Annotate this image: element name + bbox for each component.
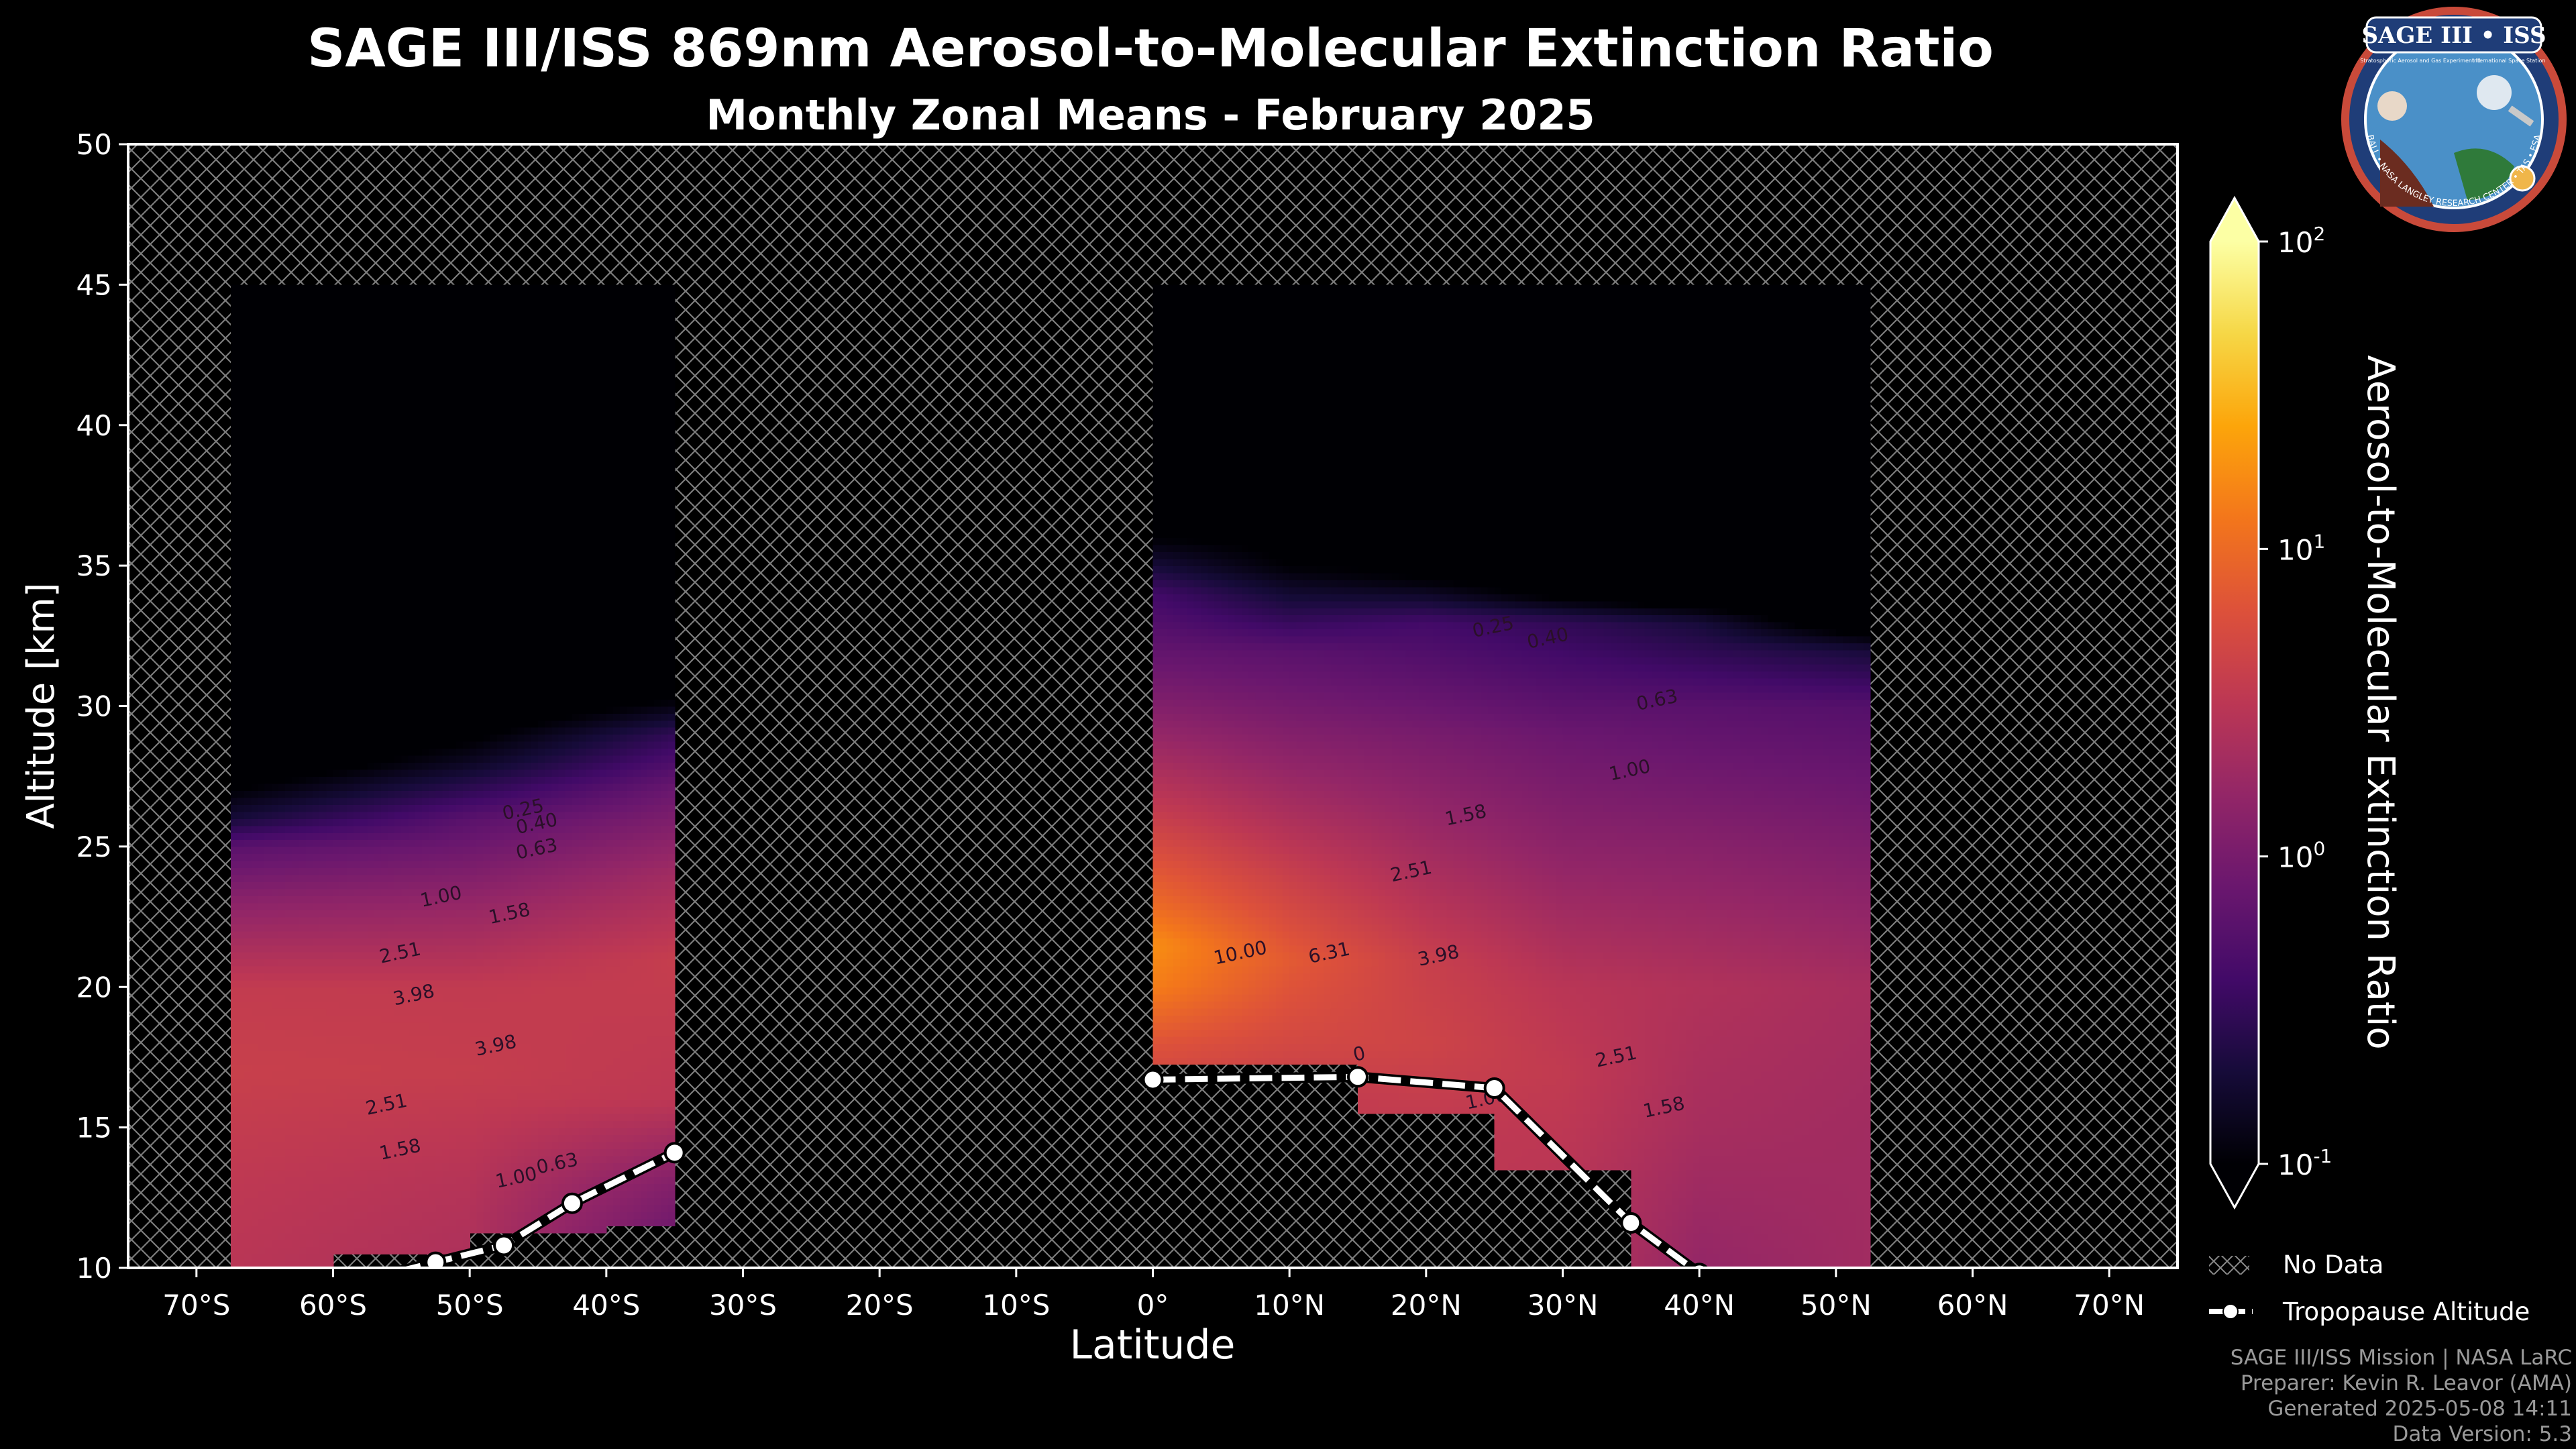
colorbar-extend-min [2210, 1164, 2259, 1208]
y-tick-label: 15 [76, 1112, 112, 1144]
colorbar-label: Aerosol-to-Molecular Extinction Ratio [2359, 355, 2402, 1049]
x-tick-label: 10°S [982, 1289, 1050, 1322]
colorbar-tick-base: 10 [2277, 533, 2313, 566]
x-tick-label: 70°N [2074, 1289, 2145, 1322]
x-tick-label: 20°N [1391, 1289, 1462, 1322]
colorbar-tick-exponent: 0 [2313, 838, 2325, 860]
x-tick-label: 10°N [1254, 1289, 1325, 1322]
y-axis: 10 15 20 25 30 35 40 45 50 [76, 128, 128, 1285]
tropopause-point [665, 1143, 684, 1162]
y-tick-label: 50 [76, 128, 112, 161]
x-tick-label: 20°S [846, 1289, 914, 1322]
x-tick-label: 70°S [162, 1289, 230, 1322]
sage-iii-iss-logo: SAGE III • ISS Stratospheric Aerosol and… [2340, 5, 2568, 233]
credit-line: Generated 2025-05-08 14:11 [2231, 1396, 2572, 1421]
x-tick-label: 50°S [436, 1289, 504, 1322]
colorbar-tick-exponent: 2 [2313, 223, 2325, 245]
x-axis: 70°S 60°S 50°S 40°S 30°S 20°S 10°S 0° 10°N 20°N 30… [162, 1268, 2145, 1322]
tropopause-point [1621, 1214, 1640, 1232]
colorbar-tick-label: 10-1 [2277, 1145, 2332, 1181]
colorbar-tick-base: 10 [2277, 1148, 2313, 1181]
legend-swatch-nodata [2209, 1256, 2249, 1275]
heatmap-region-southern [231, 284, 676, 1268]
x-tick-label: 60°N [1937, 1289, 2008, 1322]
colorbar-tick-base: 10 [2277, 226, 2313, 259]
x-tick-label: 50°N [1801, 1289, 1872, 1322]
y-tick-label: 10 [76, 1252, 112, 1285]
credit-line: Preparer: Kevin R. Leavor (AMA) [2231, 1371, 2572, 1396]
credit-line: SAGE III/ISS Mission | NASA LaRC [2231, 1345, 2572, 1371]
y-tick-label: 35 [76, 549, 112, 582]
colorbar-tick-exponent: 1 [2313, 530, 2325, 552]
y-tick-label: 20 [76, 971, 112, 1004]
legend-label-nodata: No Data [2283, 1250, 2383, 1279]
legend-label-tropopause: Tropopause Altitude [2282, 1297, 2530, 1326]
legend-marker-tropopause [2223, 1304, 2238, 1319]
logo-subtitle-left: Stratospheric Aerosol and Gas Experiment… [2360, 58, 2480, 64]
tropopause-point [494, 1236, 513, 1255]
x-tick-label: 40°S [572, 1289, 640, 1322]
colorbar-tick-label: 101 [2277, 530, 2325, 566]
tropopause-point [358, 1270, 376, 1289]
tropopause-point [563, 1194, 582, 1213]
colorbar-gradient [2210, 241, 2259, 1164]
colorbar-tick-label: 100 [2277, 838, 2325, 874]
tropopause-point [1485, 1079, 1504, 1097]
logo-subtitle-right: International Space Station [2473, 58, 2546, 64]
colorbar-tick-base: 10 [2277, 841, 2313, 874]
y-tick-label: 30 [76, 690, 112, 723]
x-tick-label: 40°N [1664, 1289, 1735, 1322]
y-tick-label: 40 [76, 409, 112, 442]
colorbar-extend-max [2210, 198, 2259, 241]
moon-icon [2477, 75, 2512, 110]
credits-block: SAGE III/ISS Mission | NASA LaRC Prepare… [2231, 1345, 2572, 1447]
colorbar-tick-exponent: -1 [2313, 1145, 2332, 1167]
tropopause-point [1348, 1067, 1367, 1086]
credit-line: Data Version: 5.3 [2231, 1421, 2572, 1447]
legend: No Data Tropopause Altitude [2209, 1250, 2530, 1326]
tropopause-point [1144, 1070, 1163, 1089]
x-tick-label: 30°S [709, 1289, 777, 1322]
y-tick-label: 25 [76, 830, 112, 863]
wizard-head-icon [2377, 91, 2407, 121]
y-axis-label: Altitude [km] [19, 582, 63, 828]
colorbar-tick-label: 102 [2277, 223, 2325, 259]
logo-title: SAGE III • ISS [2361, 22, 2546, 49]
x-tick-label: 30°N [1527, 1289, 1599, 1322]
y-tick-label: 45 [76, 268, 112, 301]
x-tick-label: 60°S [299, 1289, 367, 1322]
x-axis-label: Latitude [1070, 1322, 1236, 1368]
x-tick-label: 0° [1137, 1289, 1169, 1322]
